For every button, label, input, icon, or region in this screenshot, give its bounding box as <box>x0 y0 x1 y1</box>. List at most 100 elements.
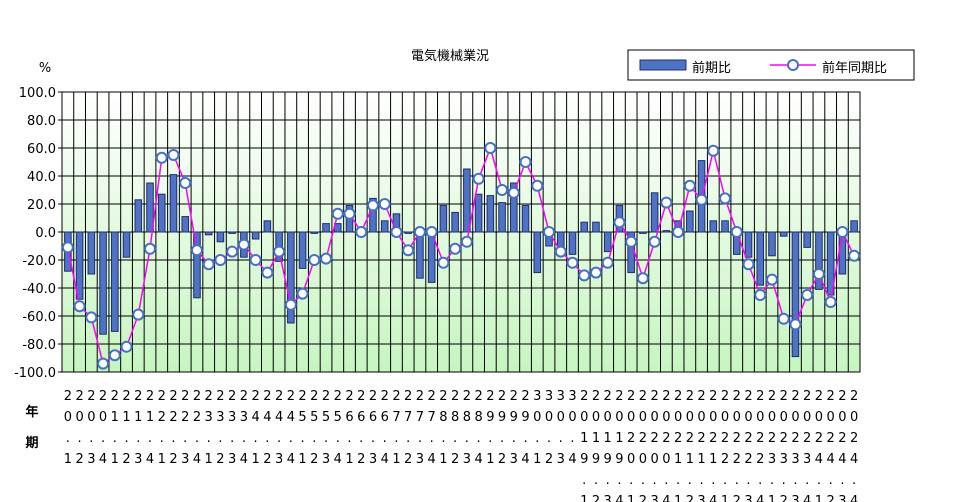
marker <box>660 196 673 209</box>
x-tick-label: 27.2 <box>401 389 416 473</box>
bar <box>169 174 178 233</box>
x-tick-label: 2024.1 <box>811 389 826 502</box>
x-tick-label: 24.3 <box>272 389 287 473</box>
x-tick-label: 2020.2 <box>635 389 650 502</box>
bar <box>439 204 448 233</box>
marker <box>85 311 98 324</box>
marker <box>566 256 579 269</box>
bar <box>75 231 84 300</box>
marker <box>543 226 556 238</box>
bar <box>639 231 647 234</box>
marker <box>836 226 849 238</box>
marker <box>824 296 837 308</box>
bar <box>122 231 131 258</box>
marker <box>742 258 755 271</box>
x-tick-label: 2024.3 <box>835 389 850 502</box>
y-tick-label: -40.0 <box>22 282 56 297</box>
marker <box>636 272 649 285</box>
marker <box>308 254 321 266</box>
marker <box>719 192 732 205</box>
legend-label: 前年同期比 <box>822 60 887 76</box>
marker <box>812 268 825 280</box>
marker <box>519 156 532 168</box>
bar <box>568 231 577 255</box>
marker <box>625 235 638 248</box>
legend-label: 前期比 <box>692 60 731 76</box>
y-tick-label: -60.0 <box>22 310 56 325</box>
marker <box>296 287 309 300</box>
x-tick-label: 2021.4 <box>706 389 721 502</box>
x-tick-label: 23.3 <box>225 389 240 473</box>
x-tick-label: 29.3 <box>506 389 521 473</box>
bar <box>510 182 518 233</box>
x-tick-label: 2021.2 <box>682 389 697 502</box>
bar <box>463 168 471 233</box>
marker <box>202 258 215 271</box>
marker <box>355 226 368 238</box>
bar <box>474 193 483 233</box>
y-tick-label: -80.0 <box>22 338 56 353</box>
x-tick-label: 20.1 <box>60 389 75 473</box>
legend: 前期比 前年同期比 <box>627 49 915 81</box>
x-tick-label: 27.3 <box>412 389 427 473</box>
marker <box>777 312 790 325</box>
x-axis-label: 年 <box>25 404 38 420</box>
bar <box>826 231 835 296</box>
marker <box>226 245 239 258</box>
x-tick-label: 21.4 <box>143 389 158 473</box>
x-tick-label: 22.4 <box>189 389 204 473</box>
bar <box>228 231 236 234</box>
bar <box>756 231 765 286</box>
x-tick-label: 24.4 <box>283 389 298 473</box>
bar <box>815 231 823 290</box>
x-tick-label: 29.2 <box>495 389 510 473</box>
marker <box>531 179 544 192</box>
marker <box>507 186 520 199</box>
bar <box>404 231 412 234</box>
bar <box>181 216 190 233</box>
marker <box>120 340 133 353</box>
marker <box>754 289 767 301</box>
x-tick-label: 21.3 <box>131 389 146 473</box>
bar <box>779 231 788 237</box>
x-tick-label: 2024.4 <box>847 389 862 502</box>
marker <box>496 184 509 196</box>
x-tick-label: 28.3 <box>459 389 474 473</box>
bar <box>662 230 671 233</box>
marker <box>167 149 180 161</box>
bar <box>380 220 389 233</box>
bar <box>803 231 811 248</box>
chart-title: 電気機械業況 <box>411 48 489 64</box>
x-tick-label: 2022.3 <box>741 389 756 502</box>
marker <box>460 235 473 248</box>
marker <box>390 226 403 238</box>
x-tick-label: 27.4 <box>424 389 439 473</box>
marker <box>672 226 685 238</box>
x-tick-label: 25.2 <box>307 389 322 473</box>
bar <box>310 231 319 234</box>
marker <box>378 198 391 210</box>
marker <box>320 252 333 265</box>
bar <box>592 221 600 233</box>
y-tick-label: 20.0 <box>27 198 56 213</box>
x-tick-label: 30.1 <box>530 389 545 473</box>
marker <box>343 207 356 220</box>
marker <box>789 318 802 331</box>
marker <box>613 216 626 229</box>
bar <box>111 231 119 332</box>
bar <box>486 195 495 233</box>
x-tick-label: 28.1 <box>436 389 451 473</box>
x-tick-label: 23.1 <box>201 389 216 473</box>
marker <box>190 244 203 257</box>
y-tick-label: 0.0 <box>35 226 56 241</box>
marker <box>707 144 720 157</box>
bar <box>498 202 506 233</box>
marker <box>683 179 696 192</box>
x-tick-label: 30.3 <box>553 389 568 473</box>
x-tick-label: 21.1 <box>107 389 122 473</box>
legend-swatch <box>639 59 687 71</box>
x-tick-label: 28.4 <box>471 389 486 473</box>
x-tick-label: 2019.2 <box>588 389 603 502</box>
bar <box>263 220 272 233</box>
